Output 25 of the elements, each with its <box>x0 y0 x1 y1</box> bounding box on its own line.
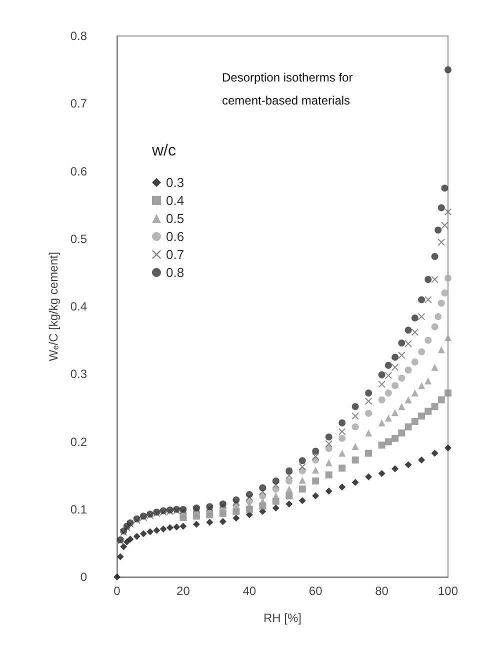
y-tick-label: 0.6 <box>70 164 88 178</box>
y-tick-label: 0.7 <box>70 96 88 111</box>
legend-label: 0.5 <box>166 211 184 226</box>
y-axis-title: Wₑ/C [kg/kg cement] <box>46 252 60 362</box>
legend-label: 0.7 <box>166 247 184 262</box>
y-tick-label: 0.4 <box>70 300 88 314</box>
x-tick-label: 20 <box>176 584 190 598</box>
y-tick-label: 0 <box>80 570 88 584</box>
x-tick-label: 40 <box>242 584 256 598</box>
x-tick-label: 60 <box>308 584 323 598</box>
legend-label: 0.3 <box>166 175 184 190</box>
legend-label: 0.6 <box>166 229 184 244</box>
y-tick-label: 0.3 <box>70 367 88 382</box>
legend-label: 0.4 <box>166 193 184 208</box>
y-tick-label: 0.1 <box>70 502 88 516</box>
x-tick-label: 0 <box>114 584 121 598</box>
y-tick-label: 0.5 <box>70 232 88 246</box>
x-tick-label: 100 <box>438 584 458 598</box>
text: Desorption isotherms for cement-based materials <box>222 70 356 108</box>
legend-label: 0.8 <box>166 265 184 280</box>
y-tick-label: 0.2 <box>70 434 88 449</box>
y-tick-label: 0.8 <box>70 29 88 43</box>
legend-title: w/c <box>151 142 176 160</box>
x-axis-title: RH [%] <box>263 611 302 625</box>
x-tick-label: 80 <box>375 584 389 598</box>
